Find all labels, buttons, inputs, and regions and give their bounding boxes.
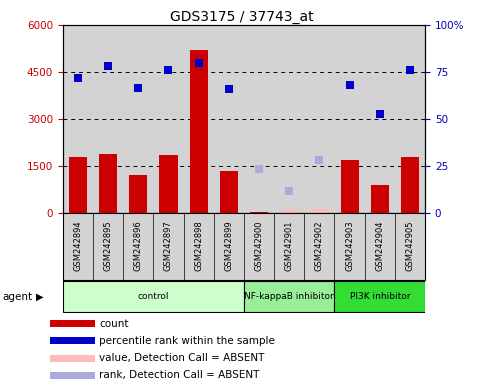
Bar: [159, 155, 178, 213]
Bar: [244, 281, 334, 312]
Text: GSM242895: GSM242895: [103, 220, 113, 271]
Text: count: count: [99, 318, 129, 329]
Bar: [220, 171, 238, 213]
Text: GSM242903: GSM242903: [345, 220, 354, 271]
Bar: [311, 209, 328, 213]
Bar: [99, 154, 117, 213]
Bar: [63, 281, 244, 312]
Bar: [371, 185, 389, 213]
Bar: [280, 210, 298, 213]
Bar: [50, 372, 95, 379]
Bar: [341, 160, 358, 213]
Text: GSM242898: GSM242898: [194, 220, 203, 271]
Text: GSM242902: GSM242902: [315, 220, 324, 271]
Text: PI3K inhibitor: PI3K inhibitor: [350, 292, 410, 301]
Text: GSM242904: GSM242904: [375, 220, 384, 271]
Text: GDS3175 / 37743_at: GDS3175 / 37743_at: [170, 10, 313, 23]
Bar: [250, 212, 268, 213]
Text: GSM242900: GSM242900: [255, 220, 264, 271]
Bar: [334, 281, 425, 312]
Bar: [50, 320, 95, 327]
Text: NF-kappaB inhibitor: NF-kappaB inhibitor: [244, 292, 334, 301]
Text: GSM242905: GSM242905: [405, 220, 414, 271]
Text: GSM242901: GSM242901: [284, 220, 294, 271]
Text: GSM242897: GSM242897: [164, 220, 173, 271]
Bar: [69, 157, 87, 213]
Text: GSM242894: GSM242894: [73, 220, 83, 271]
Text: percentile rank within the sample: percentile rank within the sample: [99, 336, 275, 346]
Bar: [129, 175, 147, 213]
Text: GSM242899: GSM242899: [224, 220, 233, 271]
Text: agent: agent: [2, 291, 32, 302]
Text: value, Detection Call = ABSENT: value, Detection Call = ABSENT: [99, 353, 265, 363]
Bar: [50, 355, 95, 362]
Bar: [401, 157, 419, 213]
Text: control: control: [138, 292, 169, 301]
Bar: [189, 50, 208, 213]
Bar: [50, 338, 95, 344]
Text: GSM242896: GSM242896: [134, 220, 143, 271]
Text: ▶: ▶: [36, 291, 44, 302]
Text: rank, Detection Call = ABSENT: rank, Detection Call = ABSENT: [99, 370, 260, 381]
Bar: [280, 210, 298, 213]
